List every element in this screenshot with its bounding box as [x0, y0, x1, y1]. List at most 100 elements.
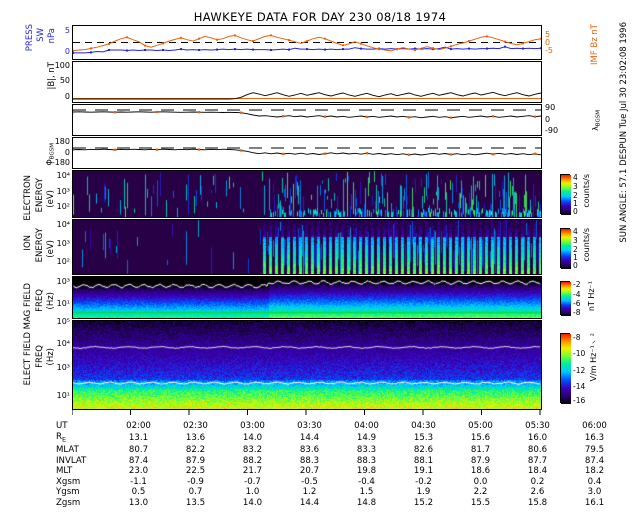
table-cell: 03:30	[297, 421, 322, 431]
ion-left-label-1: ION	[23, 235, 33, 251]
table-row-label: MLAT	[56, 444, 79, 455]
magfield-cbtick-2: -6	[573, 299, 581, 308]
panel-magfield-spectrogram	[72, 276, 542, 319]
elecfield-left-label-1: ELECT FIELD	[23, 332, 33, 386]
table-cell: 14.0	[242, 497, 263, 508]
table-row: Xgsm -1.1 -0.9 -0.7 -0.5 -0.4 -0.2 0.0 0.2 0.4	[56, 477, 623, 488]
magfield-spectrogram-canvas	[73, 277, 541, 318]
table-row-label: INVLAT	[56, 455, 87, 466]
table-cell: 15.5	[470, 497, 491, 508]
elecfield-cbtick-4: -16	[573, 396, 586, 405]
table-cell: 18.6	[470, 466, 491, 477]
table-cell: 0.7	[188, 487, 203, 498]
panel-elecfield-spectrogram	[72, 320, 542, 410]
electron-left-label-2: ENERGY	[35, 178, 45, 213]
table-cell: 87.4	[128, 455, 149, 466]
electron-cbtick-4: 0	[573, 207, 578, 216]
table-cell: 2.6	[530, 487, 545, 498]
table-cell: 1.2	[302, 487, 317, 498]
table-row: RE 13.1 13.6 14.0 14.4 14.9 15.3 15.6 16.0 16.3	[56, 432, 623, 445]
electron-left-label-1: ELECTRON	[23, 175, 33, 221]
elecfield-cbtick-3: -14	[573, 382, 586, 391]
ion-colorbar	[560, 228, 571, 269]
table-cell: -0.2	[415, 476, 432, 487]
magfield-left-label-2: FREQ	[35, 289, 45, 312]
electron-cbar-label: counts/s	[582, 174, 591, 208]
table-row-label: RE	[56, 431, 67, 444]
table-cell: 80.7	[128, 444, 149, 455]
table-cell: 14.4	[299, 497, 320, 508]
elecfield-ytick-3: 10¹	[56, 391, 70, 400]
electron-ytick-1: 10³	[56, 187, 70, 196]
table-cell: 81.7	[470, 444, 491, 455]
press-left-label-2: SW	[36, 28, 46, 42]
table-cell: 1.9	[416, 487, 431, 498]
bz-ytick-0: 5	[545, 30, 551, 39]
table-cell: 15.8	[527, 497, 548, 508]
table-cell: 03:00	[240, 421, 265, 431]
ion-cbtick-2: 2	[573, 245, 578, 254]
panel-electron-spectrogram	[72, 170, 542, 218]
table-cell: 15.6	[470, 432, 491, 443]
ion-ytick-0: 10⁴	[56, 220, 70, 229]
imf-bz-right-label: IMF Bz nT	[590, 24, 600, 66]
panel-lat-plot	[73, 109, 541, 119]
table-cell: 20.7	[299, 466, 320, 477]
lat-ytick-2: -90	[545, 126, 559, 135]
table-row-label: MLT	[56, 466, 73, 477]
table-cell: 1.0	[245, 487, 260, 498]
elecfield-left-label-3: (Hz)	[46, 348, 56, 366]
table-cell: -1.1	[130, 476, 147, 487]
table-cell: 14.4	[299, 432, 320, 443]
electron-ytick-2: 10²	[56, 202, 70, 211]
table-cell: 16.0	[527, 432, 548, 443]
ephemeris-table: UT 02:00 02:30 03:00 03:30 04:00 04:30 05:00 05:…	[56, 421, 623, 508]
elecfield-cbtick-2: -12	[573, 366, 586, 375]
phi-ytick-1: 0	[64, 148, 70, 157]
elecfield-ytick-2: 10³	[56, 363, 70, 372]
elecfield-ytick-0: 10⁵	[56, 317, 70, 326]
ion-cbar-label: counts/s	[582, 228, 591, 262]
ion-ytick-1: 10³	[56, 239, 70, 248]
table-cell: 13.0	[128, 497, 149, 508]
panel-sw-press	[72, 25, 542, 60]
sun-angle-annotation: SUN ANGLE: 57.1 DESPUN Tue Jul 30 23:02:…	[619, 22, 629, 243]
table-cell: 16.3	[584, 432, 605, 443]
elecfield-cbtick-1: -10	[573, 349, 586, 358]
table-cell: 88.2	[242, 455, 263, 466]
table-cell: 18.4	[527, 466, 548, 477]
table-cell: 87.9	[185, 455, 206, 466]
ion-cbtick-3: 1	[573, 253, 578, 262]
electron-spectrogram-canvas	[73, 171, 541, 217]
table-row-label: Xgsm	[56, 476, 81, 487]
table-cell: 14.9	[356, 432, 377, 443]
table-cell: -0.4	[358, 476, 375, 487]
table-cell: 21.7	[242, 466, 263, 477]
magfield-cbtick-1: -4	[573, 290, 581, 299]
lat-ytick-1: 0	[545, 115, 551, 124]
table-cell: 3.0	[587, 487, 602, 498]
ion-cbtick-4: 0	[573, 261, 578, 270]
phi-ytick-2: -180	[51, 158, 70, 167]
table-cell: 88.3	[356, 455, 377, 466]
panel-phi-plot	[73, 147, 541, 156]
press-ytick-1: 0	[64, 47, 70, 56]
magfield-cbtick-0: -2	[573, 280, 581, 289]
magfield-ytick-1: 10¹	[56, 299, 70, 308]
table-cell: 14.8	[356, 497, 377, 508]
phi-ytick-0: 180	[54, 137, 70, 146]
panel-ion-spectrogram	[72, 219, 542, 275]
bmag-ytick-0: 100	[54, 61, 70, 70]
ion-cbtick-1: 3	[573, 236, 578, 245]
table-cell: 2.2	[473, 487, 488, 498]
electron-colorbar	[560, 174, 571, 215]
magfield-ytick-0: 10³	[56, 277, 70, 286]
table-cell: 83.2	[242, 444, 263, 455]
ion-cbtick-0: 4	[573, 227, 578, 236]
panel-bmag-plot	[73, 91, 541, 100]
page-title: HAWKEYE DATA FOR DAY 230 08/18 1974	[193, 10, 447, 24]
table-cell: 0.0	[473, 476, 488, 487]
elecfield-ytick-1: 10⁴	[56, 339, 70, 348]
elecfield-colorbar	[560, 333, 571, 404]
magfield-colorbar	[560, 281, 571, 316]
